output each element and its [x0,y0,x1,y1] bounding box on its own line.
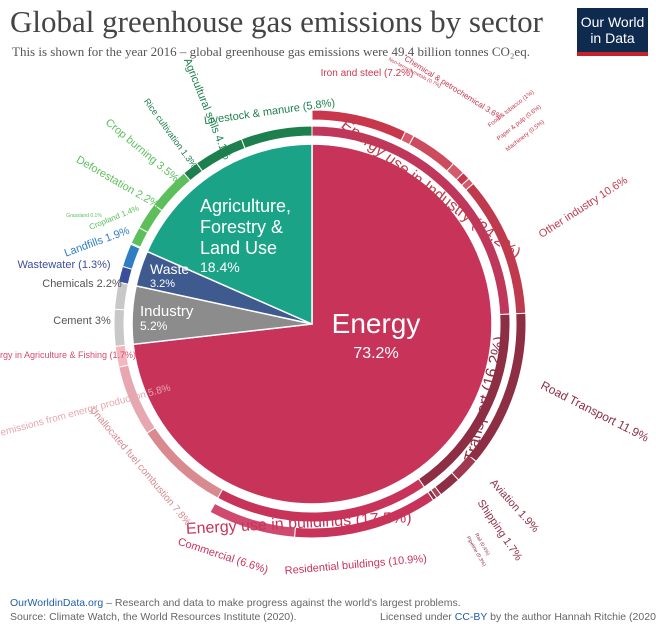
label-other-industry: Other industry 10.6% [537,174,630,240]
outer-ring-commercial [209,502,296,538]
label-machinery: Machinery (0.5%) [505,119,546,153]
cc-by-link[interactable]: CC-BY [454,611,488,623]
label-energy-value: 73.2% [353,345,398,362]
label-chemical-petrochemical: Chemical & petrochemical 3.6% [403,54,504,122]
label-landfills: Landfills 1.9% [63,225,132,260]
label-waste: Waste [150,261,189,277]
ring-deforestation [138,203,163,234]
chart-subtitle: This is shown for the year 2016 – global… [12,44,530,59]
label-wastewater: Wastewater (1.3%) [17,259,110,271]
label-agriculture-line-2: Forestry & [200,217,283,237]
label-industry: Industry [140,303,194,320]
pie-slice-agriculture-forestry-land-use [146,143,313,326]
label-energy-in-agriculture-fishing: Energy in Agriculture & Fishing (1.7%) [0,350,136,360]
owid-logo[interactable]: Our World in Data [577,8,648,56]
label-agriculture-line-3: Land Use [200,238,277,258]
label-agricultural-soils: Agricultural soils 4.1% [181,56,233,161]
ring-landfills [121,243,141,270]
logo-line-1: Our World [580,14,645,30]
label-chemicals: Chemicals 2.2% [42,278,122,290]
label-agriculture-value: 18.4% [200,259,240,275]
label-iron-and-steel: Iron and steel (7.2%) [321,68,414,79]
footer-source: Source: Climate Watch, the World Resourc… [10,611,297,623]
ring-cement [113,308,126,347]
label-waste-value: 3.2% [150,278,175,290]
label-road-transport: Road Transport 11.9% [539,378,652,445]
ring-livestock-manure [240,125,313,149]
chart-title: Global greenhouse gas emissions by secto… [10,4,543,39]
license-prefix: Licensed under [380,611,455,623]
label-energy: Energy [332,308,421,339]
label-grassland: Grassland 0.1% [66,213,102,219]
logo-line-2: in Data [590,30,635,46]
label-commercial: Commercial (6.6%) [176,536,269,577]
footer-tagline: – Research and data to make progress aga… [103,597,461,609]
label-residential-buildings: Residential buildings (10.9%) [284,553,427,577]
owid-site-link[interactable]: OurWorldinData.org [10,597,104,609]
label-agriculture-line-1: Agriculture, [200,196,291,216]
license-suffix: by the author Hannah Ritchie (2020). [487,611,656,623]
footer-license: Licensed under CC-BY by the author Hanna… [380,611,656,623]
label-industry-value: 5.2% [140,319,168,333]
label-cement: Cement 3% [53,315,111,327]
footer-credit: OurWorldinData.org – Research and data t… [10,597,461,609]
